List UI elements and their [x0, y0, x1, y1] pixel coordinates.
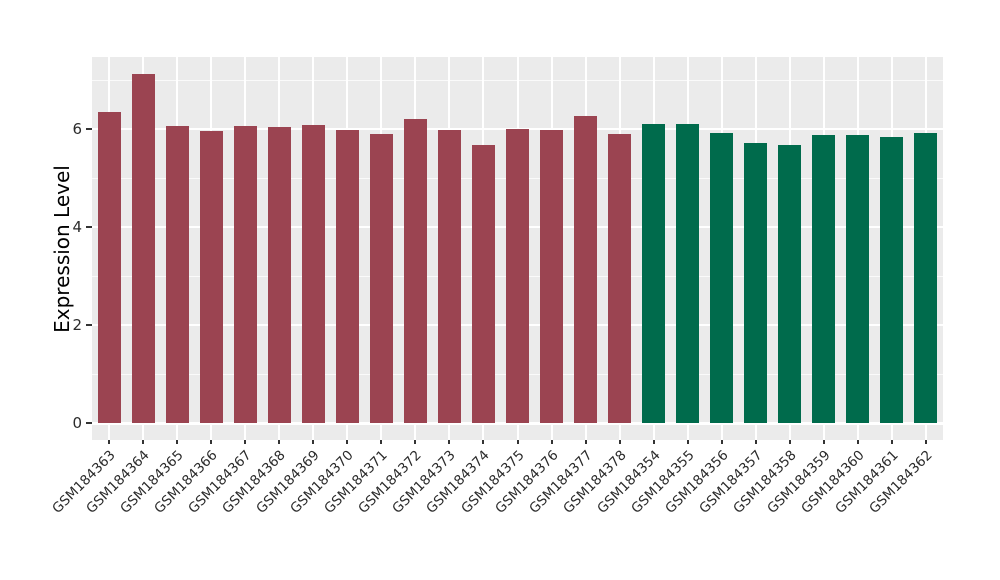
bar-GSM184372	[403, 119, 427, 423]
x-tick	[890, 440, 893, 444]
bar-GSM184368	[267, 126, 291, 423]
x-tick	[686, 440, 689, 444]
x-tick	[380, 440, 383, 444]
bar-GSM184358	[778, 145, 802, 423]
x-tick	[754, 440, 757, 444]
bar-GSM184359	[812, 135, 836, 423]
minor-gridline	[92, 79, 943, 81]
y-tick-label-2: 2	[72, 316, 82, 334]
x-tick	[210, 440, 213, 444]
zero-gridline	[92, 423, 943, 425]
bar-GSM184374	[471, 145, 495, 423]
x-tick	[516, 440, 519, 444]
y-tick-label-4: 4	[72, 218, 82, 236]
x-tick	[924, 440, 927, 444]
bar-GSM184365	[165, 126, 189, 423]
x-tick	[584, 440, 587, 444]
bar-GSM184367	[233, 125, 257, 423]
bar-GSM184361	[880, 136, 904, 423]
bar-GSM184356	[710, 133, 734, 423]
bar-GSM184362	[914, 133, 938, 423]
y-tick-label-0: 0	[72, 414, 82, 432]
x-tick	[176, 440, 179, 444]
x-tick	[346, 440, 349, 444]
bar-GSM184371	[369, 134, 393, 423]
bar-GSM184370	[335, 129, 359, 423]
bar-GSM184360	[846, 135, 870, 423]
x-tick	[142, 440, 145, 444]
bar-GSM184354	[642, 124, 666, 423]
bar-GSM184355	[676, 124, 700, 423]
x-tick	[312, 440, 315, 444]
bar-GSM184369	[301, 124, 325, 423]
x-tick	[278, 440, 281, 444]
y-tick	[86, 422, 92, 424]
bar-GSM184377	[574, 116, 598, 423]
x-tick	[448, 440, 451, 444]
x-tick	[550, 440, 553, 444]
x-tick	[244, 440, 247, 444]
x-tick	[652, 440, 655, 444]
bar-GSM184363	[97, 111, 121, 423]
bar-GSM184357	[744, 143, 768, 423]
x-tick	[414, 440, 417, 444]
bar-GSM184375	[506, 128, 529, 423]
x-tick	[856, 440, 859, 444]
x-tick	[720, 440, 723, 444]
x-tick	[822, 440, 825, 444]
bar-GSM184366	[199, 131, 223, 423]
x-tick	[618, 440, 621, 444]
bar-GSM184376	[540, 130, 564, 423]
bar-GSM184364	[131, 74, 155, 423]
bar-GSM184378	[608, 134, 632, 423]
y-tick-label-6: 6	[72, 120, 82, 138]
bar-GSM184373	[437, 129, 461, 423]
x-tick	[108, 440, 111, 444]
y-tick	[86, 226, 92, 228]
y-tick	[86, 324, 92, 326]
plot-panel	[92, 57, 943, 440]
x-tick	[788, 440, 791, 444]
x-tick	[482, 440, 485, 444]
y-tick	[86, 128, 92, 130]
